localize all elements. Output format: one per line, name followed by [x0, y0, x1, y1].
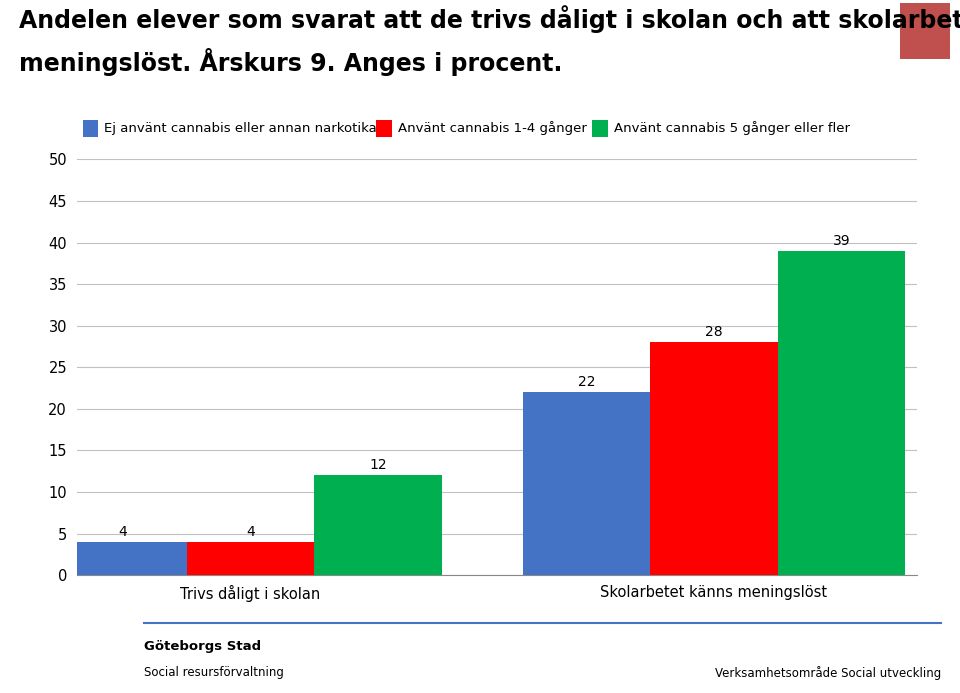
Bar — [900, 3, 950, 59]
Bar — [376, 119, 392, 137]
Bar — [314, 475, 442, 575]
Text: Använt cannabis 5 gånger eller fler: Använt cannabis 5 gånger eller fler — [614, 121, 850, 135]
Bar — [83, 119, 98, 137]
Text: 4: 4 — [246, 525, 255, 538]
Text: Andelen elever som svarat att de trivs dåligt i skolan och att skolarbetet känns: Andelen elever som svarat att de trivs d… — [19, 6, 960, 33]
Bar — [592, 119, 608, 137]
Text: 12: 12 — [370, 458, 387, 472]
Text: 22: 22 — [578, 375, 595, 389]
Bar — [187, 542, 314, 575]
Bar — [60, 542, 187, 575]
Bar — [523, 392, 650, 575]
Bar — [778, 251, 905, 575]
Text: 28: 28 — [706, 325, 723, 339]
Text: 4: 4 — [119, 525, 128, 538]
Text: Göteborgs Stad: Göteborgs Stad — [144, 640, 261, 653]
Text: 39: 39 — [832, 234, 851, 247]
Text: Använt cannabis 1-4 gånger: Använt cannabis 1-4 gånger — [398, 121, 587, 135]
Text: Verksamhetsområde Social utveckling: Verksamhetsområde Social utveckling — [714, 666, 941, 680]
Text: meningslöst. Årskurs 9. Anges i procent.: meningslöst. Årskurs 9. Anges i procent. — [19, 49, 563, 76]
Text: Social resursförvaltning: Social resursförvaltning — [144, 666, 284, 679]
Text: Ej använt cannabis eller annan narkotika: Ej använt cannabis eller annan narkotika — [105, 122, 377, 134]
Bar — [650, 342, 778, 575]
